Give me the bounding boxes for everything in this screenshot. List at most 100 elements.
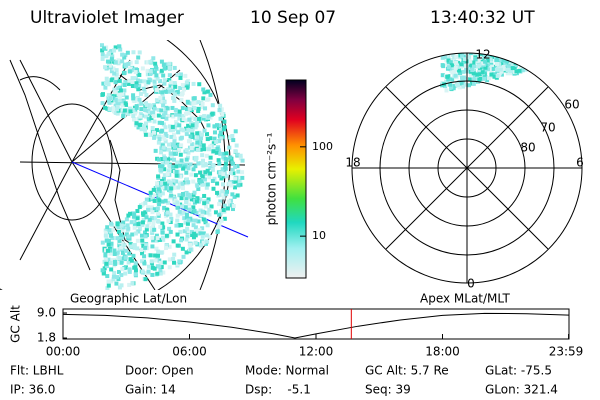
aurora-pixel xyxy=(143,234,148,239)
panel-label: Apex MLat/MLT xyxy=(420,292,510,306)
aurora-pixel xyxy=(205,137,210,142)
aurora-pixel xyxy=(145,224,150,229)
aurora-pixel xyxy=(456,64,461,69)
aurora-pixel xyxy=(119,283,124,288)
aurora-pixel xyxy=(183,205,188,210)
aurora-pixel xyxy=(117,78,122,83)
aurora-pixel xyxy=(216,224,221,229)
aurora-pixel xyxy=(105,264,110,269)
aurora-pixel xyxy=(531,56,536,61)
aurora-pixel xyxy=(202,201,207,206)
aurora-pixel xyxy=(471,64,476,69)
aurora-pixel xyxy=(208,160,213,165)
aurora-pixel xyxy=(211,146,216,151)
aurora-pixel xyxy=(181,254,186,259)
aurora-pixel xyxy=(121,220,126,225)
status-field: GC Alt: 5.7 Re xyxy=(365,364,449,378)
aurora-pixel xyxy=(128,60,133,65)
aurora-pixel xyxy=(225,206,230,211)
aurora-pixel xyxy=(150,195,155,200)
aurora-pixel xyxy=(195,140,200,145)
aurora-pixel xyxy=(234,143,239,148)
aurora-pixel xyxy=(178,75,183,80)
aurora-pixel xyxy=(193,173,198,178)
aurora-pixel xyxy=(147,103,152,108)
aurora-pixel xyxy=(167,89,172,94)
aurora-pixel xyxy=(202,128,207,133)
aurora-pixel xyxy=(189,229,194,234)
aurora-pixel xyxy=(173,107,178,112)
aurora-pixel xyxy=(486,76,491,81)
aurora-pixel xyxy=(558,55,563,60)
aurora-pixel xyxy=(104,261,109,266)
aurora-pixel xyxy=(550,53,555,57)
aurora-pixel xyxy=(113,60,118,65)
aurora-pixel xyxy=(149,225,154,230)
aurora-pixel xyxy=(201,231,206,236)
aurora-pixel xyxy=(112,109,117,114)
aurora-pixel xyxy=(133,261,138,266)
aurora-pixel xyxy=(171,239,176,244)
aurora-pixel xyxy=(140,240,145,245)
aurora-pixel xyxy=(200,212,205,217)
aurora-pixel xyxy=(230,134,235,139)
aurora-pixel xyxy=(201,217,206,222)
aurora-pixel xyxy=(100,92,105,97)
aurora-pixel xyxy=(541,62,546,67)
aurora-pixel xyxy=(191,96,196,101)
aurora-pixel xyxy=(510,62,515,67)
aurora-pixel xyxy=(444,57,449,62)
aurora-pixel xyxy=(158,183,163,188)
aurora-pixel xyxy=(520,68,525,73)
aurora-pixel xyxy=(155,271,160,276)
aurora-pixel xyxy=(158,260,163,265)
aurora-pixel xyxy=(477,77,482,82)
aurora-pixel xyxy=(144,92,149,97)
aurora-pixel xyxy=(446,58,451,63)
aurora-pixel xyxy=(200,101,205,106)
aurora-pixel xyxy=(545,61,550,66)
aurora-pixel xyxy=(175,89,180,94)
aurora-pixel xyxy=(547,53,552,55)
aurora-pixel xyxy=(108,260,113,265)
aurora-pixel xyxy=(135,216,140,221)
aurora-pixel xyxy=(127,106,132,111)
aurora-pixel xyxy=(446,77,451,82)
panel-label: Geographic Lat/Lon xyxy=(70,292,187,306)
aurora-pixel xyxy=(167,257,172,262)
aurora-pixel xyxy=(473,57,478,62)
aurora-pixel xyxy=(547,56,552,61)
aurora-pixel xyxy=(159,121,164,126)
aurora-pixel xyxy=(509,53,514,58)
aurora-pixel xyxy=(510,66,515,71)
aurora-pixel xyxy=(142,129,147,134)
aurora-pixel xyxy=(215,230,220,235)
aurora-pixel xyxy=(188,247,193,252)
aurora-pixel xyxy=(100,101,105,106)
aurora-pixel xyxy=(151,103,156,108)
aurora-pixel xyxy=(513,57,518,62)
aurora-pixel xyxy=(180,91,185,96)
aurora-pixel xyxy=(109,233,114,238)
aurora-pixel xyxy=(201,87,206,92)
aurora-pixel xyxy=(537,57,542,62)
aurora-pixel xyxy=(161,237,166,242)
ring-label: 70 xyxy=(540,121,555,135)
aurora-pixel xyxy=(150,235,155,240)
aurora-pixel xyxy=(158,163,163,168)
aurora-pixel xyxy=(198,147,203,152)
aurora-pixel xyxy=(166,157,171,162)
aurora-pixel xyxy=(475,58,480,63)
aurora-pixel xyxy=(138,114,143,119)
aurora-pixel xyxy=(503,54,508,59)
aurora-pixel xyxy=(166,113,171,118)
aurora-pixel xyxy=(109,279,114,284)
aurora-pixel xyxy=(137,72,142,77)
aurora-pixel xyxy=(178,174,183,179)
aurora-pixel xyxy=(159,168,164,173)
aurora-pixel xyxy=(173,120,178,125)
aurora-pixel xyxy=(152,198,157,203)
aurora-pixel xyxy=(160,90,165,95)
aurora-pixel xyxy=(111,95,116,100)
colorbar-tick-label: 10 xyxy=(312,229,326,242)
